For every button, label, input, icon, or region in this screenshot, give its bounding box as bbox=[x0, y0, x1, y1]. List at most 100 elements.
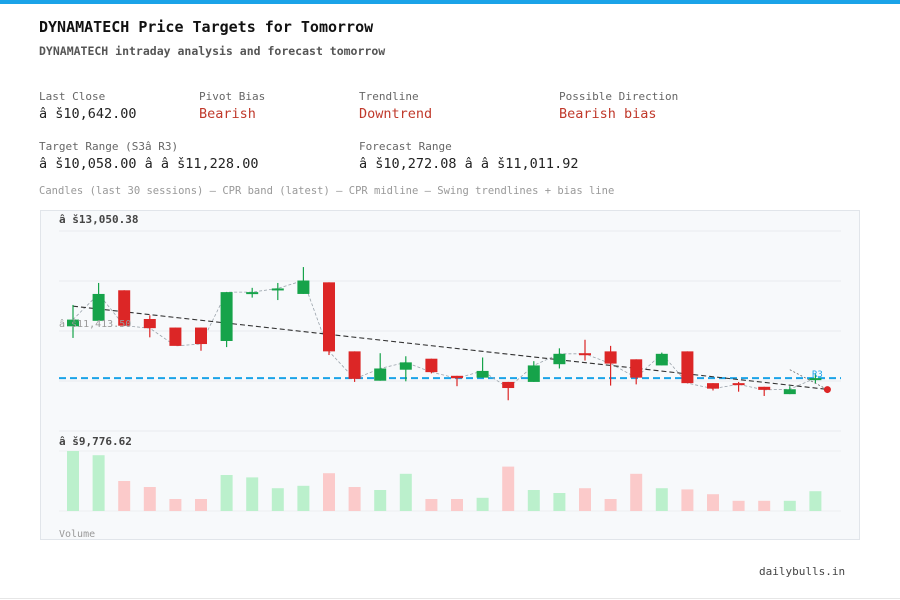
volume-bar bbox=[655, 488, 668, 511]
stat-label: Pivot Bias bbox=[199, 90, 266, 103]
close-price-line bbox=[72, 280, 816, 391]
stat-trendline: Trendline Downtrend bbox=[359, 90, 432, 122]
volume-bar bbox=[143, 487, 156, 511]
page-title: DYNAMATECH Price Targets for Tomorrow bbox=[39, 18, 374, 36]
page-subtitle: DYNAMATECH intraday analysis and forecas… bbox=[39, 44, 386, 58]
volume-bar bbox=[92, 455, 105, 511]
candle-down bbox=[195, 327, 207, 345]
bias-line bbox=[789, 369, 828, 390]
stat-label: Forecast Range bbox=[359, 140, 452, 153]
close-line bbox=[72, 280, 816, 391]
stat-last-close: Last Close â š10,642.00 bbox=[39, 90, 137, 122]
candle-up bbox=[246, 292, 259, 295]
volume-bar bbox=[502, 466, 515, 511]
volume-bar bbox=[681, 489, 694, 511]
volume-bar bbox=[67, 451, 79, 511]
volume-bar bbox=[732, 500, 745, 511]
candle-up bbox=[553, 353, 566, 365]
candle-up bbox=[476, 370, 489, 378]
candle-down bbox=[348, 351, 361, 379]
volume-bar bbox=[246, 477, 259, 511]
bottom-divider bbox=[0, 598, 900, 599]
price-label-bottom: â š9,776.62 bbox=[59, 435, 132, 448]
stat-label: Trendline bbox=[359, 90, 419, 103]
top-accent-bar bbox=[0, 0, 900, 4]
candle-down bbox=[579, 353, 591, 356]
volume-bars bbox=[67, 451, 822, 511]
candle-down bbox=[630, 359, 643, 378]
volume-bar bbox=[809, 491, 822, 511]
stat-forecast-range: Forecast Range â š10,272.08 â â š11,011.… bbox=[359, 140, 578, 172]
candle-down bbox=[502, 381, 515, 389]
candle-down bbox=[118, 290, 131, 326]
candle-up bbox=[92, 293, 105, 321]
bias-marker bbox=[823, 386, 831, 394]
chart-panel: â š13,050.38 â š11,413.50 â š9,776.62 Volum… bbox=[40, 210, 860, 540]
volume-bar bbox=[297, 485, 310, 511]
candle-down bbox=[323, 282, 335, 352]
volume-bar bbox=[758, 500, 771, 511]
candle-up bbox=[67, 319, 79, 327]
volume-bar bbox=[630, 473, 643, 511]
candle-down bbox=[707, 383, 719, 389]
candle-down bbox=[425, 358, 438, 373]
price-label-mid: â š11,413.50 bbox=[59, 318, 131, 330]
volume-bar bbox=[707, 494, 719, 511]
volume-bar bbox=[553, 493, 566, 511]
candlestick-chart: â š13,050.38 â š11,413.50 â š9,776.62 Volum… bbox=[59, 213, 841, 540]
volume-bar bbox=[169, 499, 182, 511]
chart-grid bbox=[59, 230, 841, 512]
stat-value: Bearish bias bbox=[559, 106, 657, 122]
candle-up bbox=[271, 288, 284, 291]
swing-trendline bbox=[72, 305, 831, 394]
volume-bar bbox=[604, 499, 617, 511]
cpr-tag: R3 bbox=[812, 370, 823, 380]
chart-labels: â š13,050.38 â š11,413.50 â š9,776.62 Volum… bbox=[59, 213, 823, 540]
candle-up bbox=[809, 378, 822, 381]
candle-up bbox=[399, 362, 412, 370]
candle-down bbox=[681, 351, 694, 384]
stat-value: Downtrend bbox=[359, 106, 433, 122]
volume-bar bbox=[399, 473, 412, 511]
stat-label: Target Range (S3â R3) bbox=[39, 140, 179, 153]
candle-down bbox=[604, 351, 617, 364]
volume-bar bbox=[425, 499, 438, 511]
candles bbox=[67, 267, 822, 401]
candle-up bbox=[220, 292, 233, 341]
stat-value: â š10,642.00 bbox=[39, 106, 137, 122]
trendline bbox=[72, 305, 830, 391]
price-label-top: â š13,050.38 bbox=[59, 213, 138, 226]
stat-possible-direction: Possible Direction Bearish bias bbox=[559, 90, 678, 122]
candle-up bbox=[297, 280, 310, 294]
volume-bar bbox=[348, 487, 361, 511]
volume-bar bbox=[271, 488, 284, 511]
volume-bar bbox=[579, 488, 591, 511]
volume-bar bbox=[195, 499, 207, 511]
candle-down bbox=[143, 318, 156, 329]
candle-up bbox=[783, 389, 796, 395]
volume-bar bbox=[374, 490, 387, 511]
candle-up bbox=[527, 365, 540, 382]
volume-bar bbox=[118, 481, 131, 511]
chart-caption: Candles (last 30 sessions) — CPR band (l… bbox=[39, 185, 615, 197]
stat-value: â š10,058.00 â â š11,228.00 bbox=[39, 156, 259, 172]
volume-bar bbox=[323, 473, 335, 511]
volume-bar bbox=[783, 500, 796, 511]
stat-target-range: Target Range (S3â R3) â š10,058.00 â â š… bbox=[39, 140, 258, 172]
candle-down bbox=[451, 375, 463, 379]
volume-bar bbox=[527, 490, 540, 511]
stat-pivot-bias: Pivot Bias Bearish bbox=[199, 90, 265, 122]
volume-bar bbox=[220, 475, 233, 511]
candle-down bbox=[169, 327, 182, 346]
candle-down bbox=[732, 383, 745, 386]
volume-bar bbox=[451, 499, 463, 511]
candle-up bbox=[374, 368, 387, 381]
stat-value: Bearish bbox=[199, 106, 256, 122]
volume-bar bbox=[476, 497, 489, 511]
stat-label: Last Close bbox=[39, 90, 106, 103]
volume-label: Volume bbox=[59, 529, 95, 540]
candle-up bbox=[655, 353, 668, 366]
stat-value: â š10,272.08 â â š11,011.92 bbox=[359, 156, 579, 172]
footer-site: dailybulls.in bbox=[759, 565, 846, 578]
stat-label: Possible Direction bbox=[559, 90, 679, 103]
